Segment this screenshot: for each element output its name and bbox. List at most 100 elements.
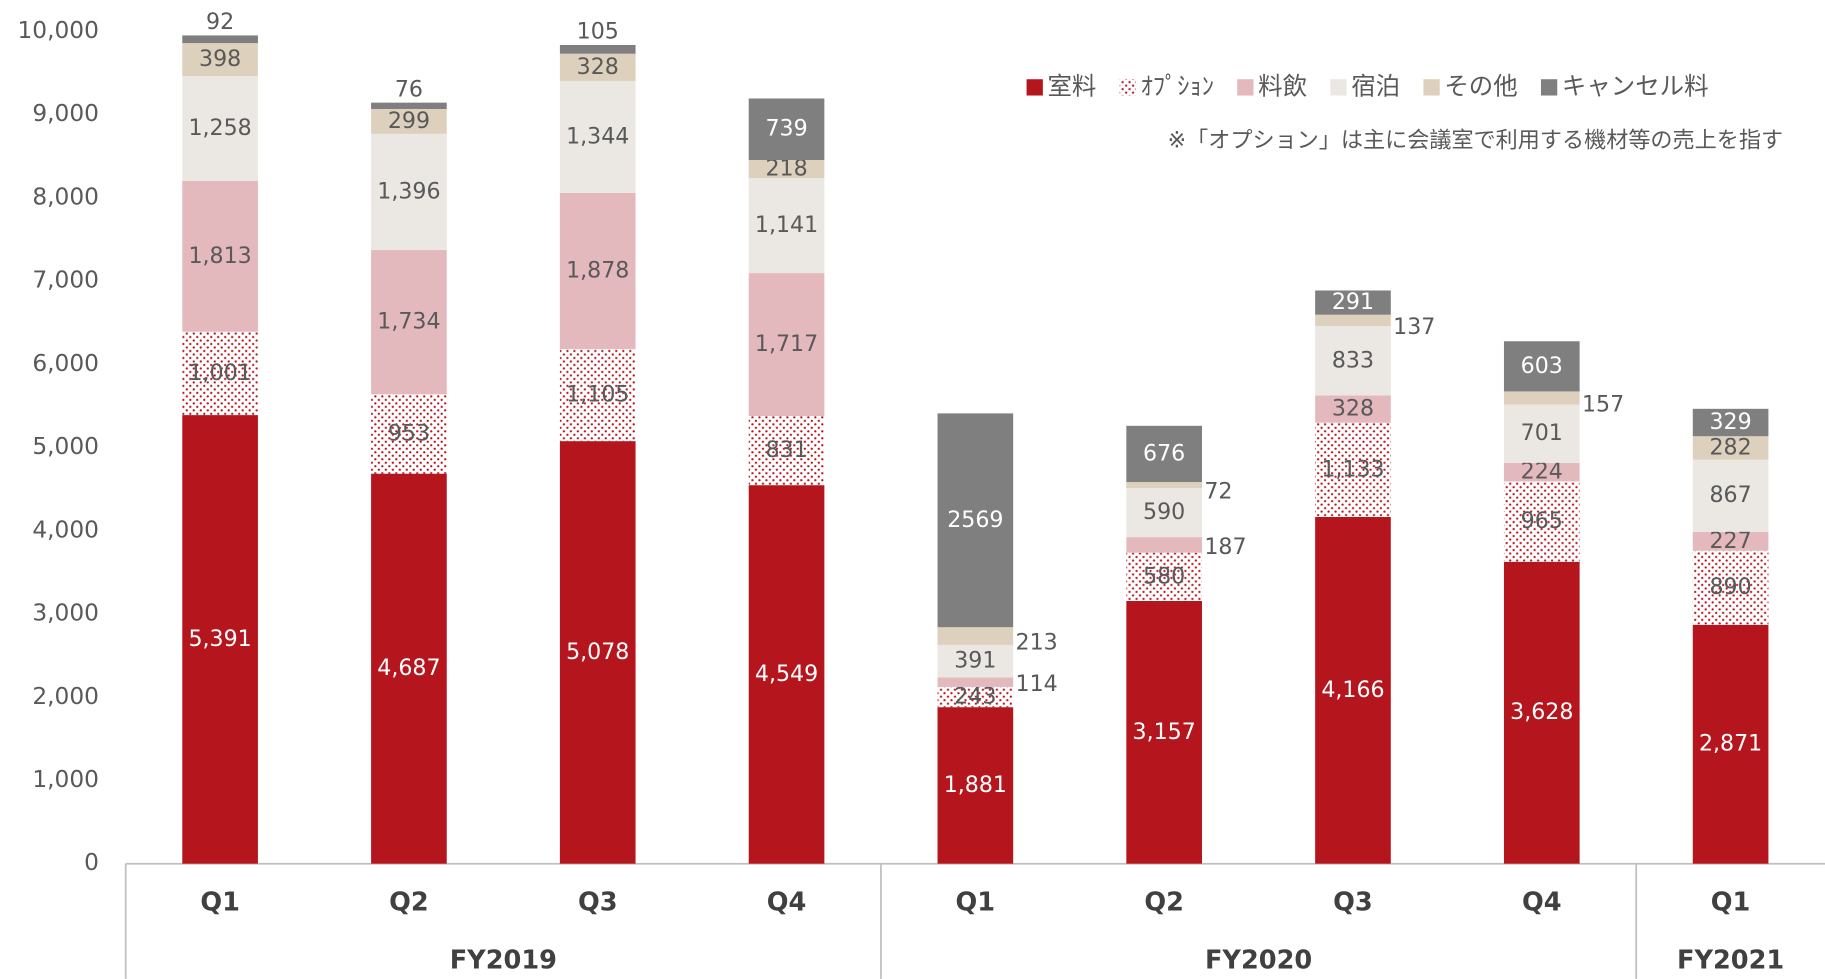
bar-segment [748,485,825,864]
bar-segment [748,273,825,416]
bar-segment [182,180,258,332]
data-label: 92 [206,9,234,35]
data-label: 137 [1393,314,1435,340]
y-tick-label: 9,000 [32,100,99,127]
bar-segment [371,108,447,134]
bar-segment [1503,481,1580,562]
bar-segment [182,43,258,77]
bar-segment [371,250,447,395]
bar-segment [1692,531,1769,551]
bar-segment [1315,517,1391,864]
bar-segment [748,178,825,274]
x-tick-label: Q4 [767,887,807,917]
data-label: 890 [1709,574,1751,600]
data-label: 328 [1332,396,1374,422]
bar-segment [1126,482,1202,489]
bar-segment [1503,341,1580,392]
bar-segment [937,627,1014,645]
data-label: 282 [1709,434,1751,460]
bar-segment [182,35,258,44]
bar-segment [1126,600,1202,864]
data-label: 114 [1016,671,1058,697]
bar-segment [182,331,258,416]
bar-segment [1503,462,1580,482]
bar-segment [559,349,636,442]
bar-segment [1503,561,1580,864]
bar-segment [1126,425,1202,483]
data-label: 1,344 [566,123,629,149]
bar-segment [1126,537,1202,553]
bar-segment [1692,408,1769,437]
data-label: 1,734 [377,309,440,335]
y-tick-label: 10,000 [18,17,99,44]
legend-swatch [1119,79,1136,96]
data-label: 1,396 [377,178,440,204]
legend-swatch [1330,79,1347,96]
legend-swatch [1540,79,1558,96]
y-tick-label: 6,000 [32,350,99,377]
bar-segment [1503,391,1580,405]
bar-segment [937,707,1014,864]
x-tick-label: Q1 [956,887,996,917]
bar-segment [371,133,447,251]
legend-label: 宿泊 [1351,71,1400,100]
bar-segment [937,677,1014,687]
bar-segment [559,44,636,54]
y-tick-label: 2,000 [32,683,99,710]
data-label: 187 [1204,534,1246,560]
data-label: 831 [765,437,807,463]
data-label: 1,105 [566,382,629,408]
bar-segment [1503,404,1580,463]
legend-label: 料飲 [1258,71,1307,100]
y-tick-label: 7,000 [32,267,99,294]
data-label: 1,133 [1321,456,1384,482]
bar-segment [748,415,825,486]
legend-swatch [1026,79,1043,96]
bar-segment [1692,550,1769,625]
data-label: 157 [1582,391,1624,417]
data-label: 953 [388,420,430,446]
data-label: 1,141 [755,212,818,238]
bar-segment [1126,488,1202,538]
group-label: FY2020 [1205,945,1312,975]
bar-segment [559,192,636,350]
x-tick-label: Q1 [200,887,240,917]
legend-swatch [1237,79,1254,96]
data-label: 227 [1709,528,1751,554]
data-label: 243 [954,684,996,710]
data-label: 72 [1204,479,1232,505]
legend-label: キャンセル料 [1562,71,1709,100]
data-label: 867 [1709,482,1751,508]
data-label: 5,391 [188,626,251,652]
data-label: 4,549 [755,661,818,687]
data-label: 213 [1016,630,1058,656]
x-tick-label: Q4 [1522,887,1562,917]
data-label: 676 [1143,440,1185,466]
x-tick-label: Q3 [1333,887,1373,917]
data-label: 1,878 [566,258,629,284]
bar-segment [1315,422,1391,518]
bar-segment [937,644,1014,678]
data-label: 4,687 [377,655,440,681]
y-tick-label: 0 [84,849,99,876]
bar-segment [937,413,1014,628]
legend-swatch [1423,79,1440,96]
legend-label: 室料 [1048,71,1097,100]
bar-segment [371,394,447,474]
bar-segment [748,98,825,160]
bar-segment [1315,314,1391,327]
data-label: 3,157 [1133,719,1196,745]
group-label: FY2021 [1677,945,1784,975]
data-label: 739 [765,116,807,142]
data-label: 398 [199,46,241,72]
data-label: 105 [577,19,619,45]
data-label: 328 [577,54,619,80]
data-label: 1,813 [188,243,251,269]
note: ※「オプション」は主に会議室で利用する機材等の売上を指す [1168,127,1783,153]
bar-segment [1692,459,1769,532]
y-tick-label: 1,000 [32,766,99,793]
bar-segment [748,159,825,179]
bar-segment [559,53,636,82]
data-label: 391 [954,648,996,674]
